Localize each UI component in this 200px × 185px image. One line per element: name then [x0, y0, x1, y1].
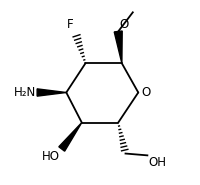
Polygon shape	[37, 89, 66, 96]
Text: O: O	[141, 86, 150, 99]
Text: O: O	[119, 18, 128, 31]
Text: HO: HO	[42, 150, 60, 163]
Text: F: F	[67, 18, 74, 31]
Polygon shape	[114, 31, 122, 63]
Text: OH: OH	[148, 156, 166, 169]
Text: H₂N: H₂N	[14, 86, 36, 99]
Polygon shape	[59, 123, 82, 151]
